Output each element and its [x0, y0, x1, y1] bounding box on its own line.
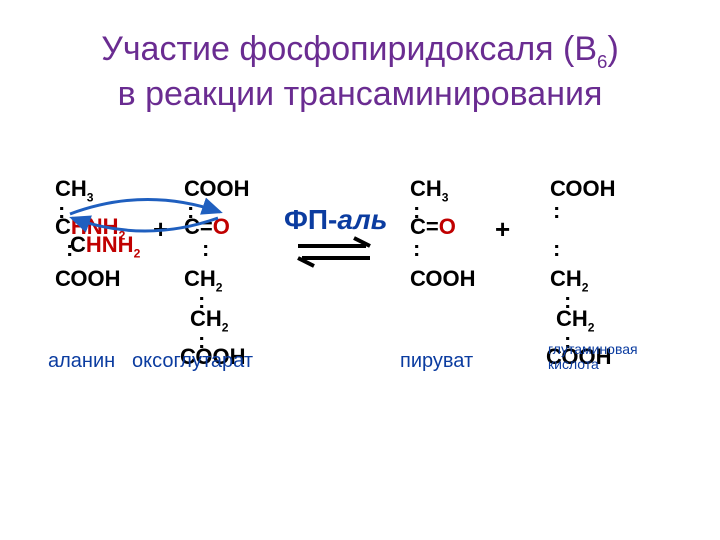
enzyme-label: ФП-аль: [284, 204, 387, 236]
pyruvate-l1: СН3: [410, 178, 449, 203]
slide-title: Участие фосфопиридоксаля (В6) в реакции …: [0, 28, 720, 116]
label-alanine: аланин: [48, 350, 115, 373]
glutamate-l1: СООН: [550, 178, 615, 200]
title-sub: 6: [597, 51, 607, 72]
glutamate-l3: СН2: [550, 268, 589, 293]
oxoglutarate-l3: СН2: [184, 268, 223, 293]
title-line1-prefix: Участие фосфопиридоксаля (В: [101, 30, 597, 68]
alanine-l3: СООН: [55, 268, 120, 290]
glutamate-l4: СН2: [556, 308, 595, 333]
equilibrium-arrows-icon: [294, 234, 374, 270]
transfer-curves-icon: [50, 182, 270, 252]
label-oxoglutarate: оксоглутарат: [132, 350, 253, 373]
pyruvate-l2: С=О: [410, 216, 456, 238]
label-glutamate: глутаминовая кислота: [548, 342, 638, 373]
pyruvate-l3: СООН: [410, 268, 475, 290]
oxoglutarate-l4: СН2: [190, 308, 229, 333]
label-pyruvate: пируват: [400, 350, 473, 373]
title-line1-suffix: ): [607, 30, 618, 68]
title-line2: в реакции трансаминирования: [118, 75, 603, 113]
plus-right: +: [495, 214, 510, 245]
